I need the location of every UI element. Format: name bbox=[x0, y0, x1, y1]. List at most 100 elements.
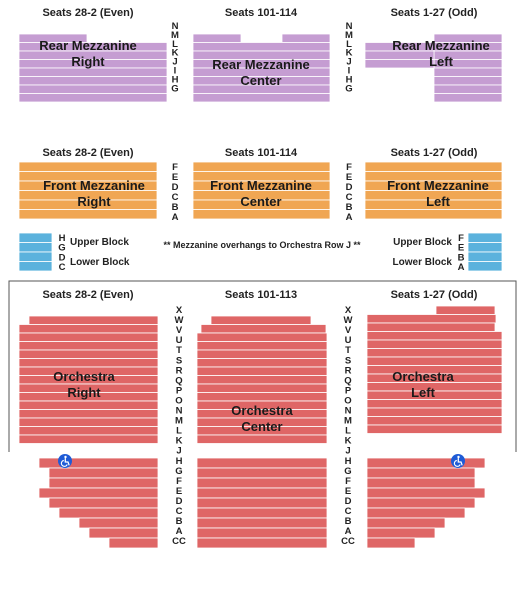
orch-right-row-l[interactable] bbox=[18, 417, 159, 427]
rear-mezz-center-row-g[interactable] bbox=[192, 93, 331, 103]
orch-left-lower-row-g[interactable] bbox=[366, 467, 476, 479]
orch-left-lower-row-f[interactable] bbox=[366, 477, 476, 489]
rear-mezz-left-row-j[interactable] bbox=[433, 67, 503, 77]
orch-right-lower-row-c[interactable] bbox=[58, 507, 159, 519]
rear-mezz-left-row-h[interactable] bbox=[433, 84, 503, 94]
rear-mezz-center-row-n-1[interactable] bbox=[192, 33, 242, 43]
front-mezz-aisle-left-letter-b: B bbox=[172, 202, 179, 213]
box-right-row-g[interactable] bbox=[18, 242, 53, 253]
orch-center-row-p[interactable] bbox=[196, 383, 328, 393]
orch-center-lower-row-c[interactable] bbox=[196, 507, 328, 519]
orch-aisle-left-letter-a: A bbox=[176, 526, 183, 537]
orch-left-row-w[interactable] bbox=[366, 314, 497, 324]
wheelchair-icon[interactable] bbox=[451, 454, 465, 468]
orch-left-row-x[interactable] bbox=[435, 305, 496, 315]
orch-left-row-t[interactable] bbox=[366, 339, 503, 349]
orch-left-lower-row-e[interactable] bbox=[366, 487, 486, 499]
orch-left-row-l[interactable] bbox=[366, 407, 503, 417]
front-mezz-aisle-left-letter-e: E bbox=[172, 172, 178, 183]
rear-mezz-right-row-g[interactable] bbox=[18, 93, 168, 103]
orch-center-row-j[interactable] bbox=[196, 434, 328, 444]
orch-center-row-v[interactable] bbox=[196, 332, 328, 342]
front-mezz-left-row-f[interactable] bbox=[364, 161, 503, 172]
orch-center-lower-row-h[interactable] bbox=[196, 457, 328, 469]
orch-right-lower-row-b[interactable] bbox=[78, 517, 159, 529]
orch-center-row-t[interactable] bbox=[196, 349, 328, 359]
orch-center-lower-row-g[interactable] bbox=[196, 467, 328, 479]
orch-right-row-t[interactable] bbox=[18, 349, 159, 359]
rear-mezz-right-row-i[interactable] bbox=[18, 76, 168, 86]
wheelchair-icon[interactable] bbox=[58, 454, 72, 468]
orch-left-row-k[interactable] bbox=[366, 416, 503, 426]
orch-right-lower-row-g[interactable] bbox=[48, 467, 159, 479]
orch-right-lower-row-e[interactable] bbox=[38, 487, 159, 499]
orch-right-row-x[interactable] bbox=[28, 315, 159, 325]
orch-center-row-x[interactable] bbox=[210, 315, 312, 325]
front-mezz-center-row-f[interactable] bbox=[192, 161, 331, 172]
orch-aisle-left-letter-cc: CC bbox=[172, 536, 186, 547]
front-mezz-center-row-a[interactable] bbox=[192, 209, 331, 220]
orch-aisle-right-letter-c: C bbox=[345, 506, 352, 517]
orch-left-row-v[interactable] bbox=[366, 322, 496, 332]
orch-center-row-o[interactable] bbox=[196, 392, 328, 402]
orch-aisle-right-letter-l: L bbox=[345, 426, 351, 437]
orch-right-row-w[interactable] bbox=[18, 324, 159, 334]
orch-center-lower-row-b[interactable] bbox=[196, 517, 328, 529]
orch-left-lower-row-c[interactable] bbox=[366, 507, 466, 519]
orch-right-row-m[interactable] bbox=[18, 409, 159, 419]
orch-left-row-u[interactable] bbox=[366, 331, 503, 341]
orch-right-lower-row-h[interactable] bbox=[38, 457, 159, 469]
orch-left-lower-row-cc[interactable] bbox=[366, 537, 416, 549]
orch-center-row-s[interactable] bbox=[196, 358, 328, 368]
orch-right-lower-row-a[interactable] bbox=[88, 527, 159, 539]
orch-center-row-q[interactable] bbox=[196, 375, 328, 385]
orch-aisle-right-letter-f: F bbox=[345, 476, 351, 487]
front-mezz-right-row-f[interactable] bbox=[18, 161, 158, 172]
front-mezz-aisle-right-letter-b: B bbox=[346, 202, 353, 213]
orch-left-lower-row-a[interactable] bbox=[366, 527, 436, 539]
orch-left-lower-row-b[interactable] bbox=[366, 517, 446, 529]
orch-left-row-j[interactable] bbox=[366, 424, 503, 434]
orch-left-row-s[interactable] bbox=[366, 348, 503, 358]
box-right-row-h[interactable] bbox=[18, 232, 53, 243]
orch-right-row-n[interactable] bbox=[18, 400, 159, 410]
front-mezz-right-row-a[interactable] bbox=[18, 209, 158, 220]
orch-center-lower-row-cc[interactable] bbox=[196, 537, 328, 549]
orch-center-lower-row-f[interactable] bbox=[196, 477, 328, 489]
rear-mezz-left-row-i[interactable] bbox=[433, 76, 503, 86]
rear-mezz-right-row-j[interactable] bbox=[18, 67, 168, 77]
box-right-row-c[interactable] bbox=[18, 261, 53, 272]
orch-right-row-s[interactable] bbox=[18, 358, 159, 368]
front-mezz-left-row-a[interactable] bbox=[364, 209, 503, 220]
orch-right-row-k[interactable] bbox=[18, 426, 159, 436]
rear-mezz-right-row-h[interactable] bbox=[18, 84, 168, 94]
rear-mezz-center-row-n-2[interactable] bbox=[281, 33, 331, 43]
box-right-row-d[interactable] bbox=[18, 251, 53, 262]
orch-right-lower-row-f[interactable] bbox=[48, 477, 159, 489]
rear-mezz-left-row-g[interactable] bbox=[433, 93, 503, 103]
orch-right-lower-row-d[interactable] bbox=[48, 497, 159, 509]
orch-right-row-v[interactable] bbox=[18, 332, 159, 342]
orch-right-row-j[interactable] bbox=[18, 434, 159, 444]
orch-left-row-m[interactable] bbox=[366, 399, 503, 409]
rear-mezz-center-row-m[interactable] bbox=[192, 42, 331, 52]
box-left-row-b[interactable] bbox=[467, 251, 503, 262]
box-left-row-a[interactable] bbox=[467, 261, 503, 272]
orch-center-row-u[interactable] bbox=[196, 341, 328, 351]
orch-left-lower-row-h[interactable] bbox=[366, 457, 486, 469]
rear-mezz-right-label: Rear Mezzanine Right bbox=[39, 38, 137, 69]
orch-left-lower-row-d[interactable] bbox=[366, 497, 476, 509]
box-left-row-f[interactable] bbox=[467, 232, 503, 243]
orch-center-lower-row-a[interactable] bbox=[196, 527, 328, 539]
orch-left-row-r[interactable] bbox=[366, 356, 503, 366]
orch-right-row-u[interactable] bbox=[18, 341, 159, 351]
orch-right-lower-row-cc[interactable] bbox=[108, 537, 159, 549]
orch-center-row-w[interactable] bbox=[200, 324, 327, 334]
box-left-upper-label: Upper Block bbox=[393, 237, 452, 248]
box-left-row-e[interactable] bbox=[467, 242, 503, 253]
orch-center-lower-row-d[interactable] bbox=[196, 497, 328, 509]
orch-center-lower-row-e[interactable] bbox=[196, 487, 328, 499]
rear-mezz-left-ext-k[interactable] bbox=[364, 59, 435, 69]
orch-center-row-r[interactable] bbox=[196, 366, 328, 376]
